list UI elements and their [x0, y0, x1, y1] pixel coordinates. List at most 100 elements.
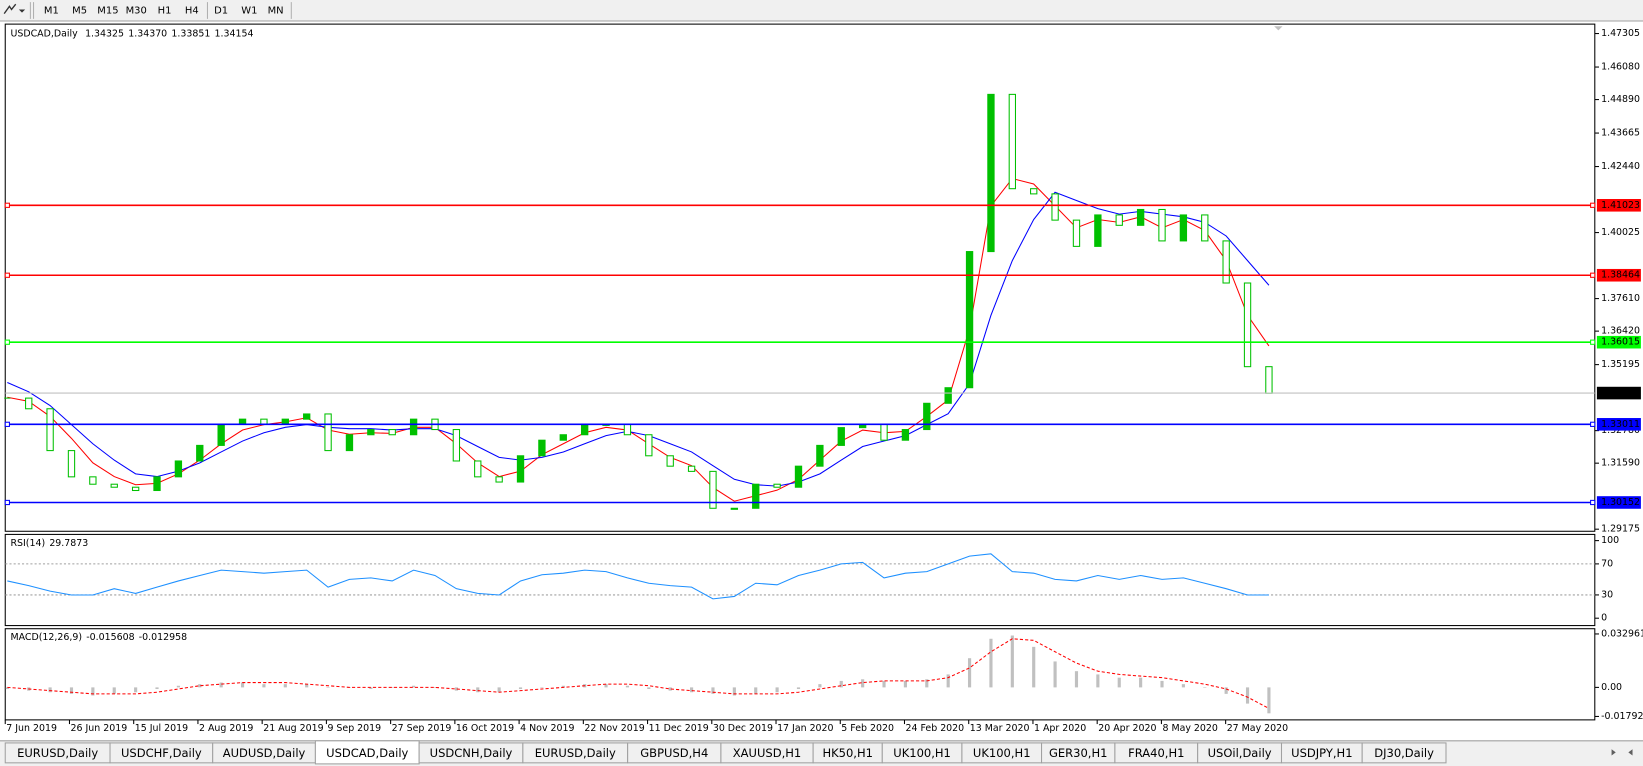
- macd-bar: [5, 687, 9, 690]
- macd-bar: [1053, 661, 1057, 688]
- candle: [110, 483, 118, 488]
- x-tick-label: 5 Feb 2020: [841, 723, 894, 734]
- level-label: 1.30152: [1601, 497, 1640, 508]
- macd-bar: [518, 687, 523, 690]
- candle: [67, 450, 76, 478]
- y-tick-label: 1.35195: [1601, 359, 1640, 370]
- y-tick-label: 0.00: [1601, 682, 1622, 693]
- candle: [46, 408, 54, 452]
- rsi-chart: 100 70 30 0: [5, 535, 1619, 624]
- level-label-bg: [1596, 199, 1641, 212]
- macd-bar: [134, 687, 138, 693]
- candle: [516, 455, 525, 483]
- macd-bar: [262, 684, 266, 688]
- candle: [1265, 366, 1273, 394]
- tab-label[interactable]: UK100,H1: [893, 746, 951, 760]
- candle: [773, 483, 781, 488]
- macd-bar: [1096, 674, 1100, 688]
- rsi-name: RSI(14): [10, 537, 45, 548]
- timeframe-button[interactable]: H4: [185, 5, 199, 16]
- candle: [174, 460, 183, 478]
- rsi-header: RSI(14) 29.7873: [10, 537, 88, 548]
- level-handle[interactable]: [1590, 272, 1596, 278]
- level-handle[interactable]: [4, 339, 10, 345]
- tab-label[interactable]: GER30,H1: [1049, 746, 1108, 760]
- level-handle[interactable]: [1590, 499, 1596, 506]
- candle: [1201, 214, 1209, 242]
- tab-label[interactable]: GBPUSD,H4: [640, 746, 708, 760]
- macd-bar: [69, 687, 74, 694]
- y-tick-label: 1.43665: [1601, 128, 1640, 139]
- tab-label[interactable]: USOil,Daily: [1208, 746, 1272, 760]
- macd-bar: [625, 685, 630, 688]
- tab-label[interactable]: USDJPY,H1: [1291, 746, 1352, 760]
- tab-label[interactable]: EURUSD,Daily: [17, 746, 98, 760]
- timeframe-button[interactable]: D1: [214, 5, 228, 16]
- y-tick-label: 0: [1601, 613, 1607, 624]
- level-handle[interactable]: [1590, 339, 1596, 345]
- timeframe-button[interactable]: MN: [268, 5, 284, 16]
- scroll-left[interactable]: [1611, 749, 1616, 756]
- level-handle[interactable]: [4, 499, 10, 506]
- tab-label[interactable]: FRA40,H1: [1128, 746, 1184, 760]
- level-label: 1.33011: [1601, 419, 1640, 430]
- macd-bar: [903, 680, 907, 688]
- tab-label[interactable]: XAUUSD,H1: [733, 746, 801, 760]
- tab-label[interactable]: USDCAD,Daily: [326, 746, 408, 760]
- draw-tool-icon[interactable]: [3, 3, 17, 15]
- tab-label[interactable]: AUDUSD,Daily: [223, 746, 306, 760]
- dropdown-arrow[interactable]: [18, 9, 26, 13]
- level-label-bg: [1596, 335, 1641, 349]
- macd-bar: [219, 682, 223, 688]
- level-handle[interactable]: [4, 202, 10, 208]
- symbol: USDCAD,Daily: [10, 28, 78, 39]
- tab-label[interactable]: USDCNH,Daily: [430, 746, 513, 760]
- timeframe-button[interactable]: M5: [72, 5, 87, 16]
- macd-bar: [1203, 687, 1207, 688]
- tab-label[interactable]: DJ30,Daily: [1374, 746, 1434, 760]
- level-label: 1.36015: [1601, 337, 1640, 348]
- level-handle[interactable]: [1590, 421, 1596, 427]
- macd-bar: [305, 684, 309, 688]
- macd-bar: [690, 687, 694, 693]
- tab-label[interactable]: EURUSD,Daily: [535, 746, 616, 760]
- level-label: 1.38464: [1601, 270, 1640, 281]
- timeframe-button[interactable]: W1: [241, 5, 257, 16]
- candle: [923, 402, 931, 431]
- y-tick-label: 1.36420: [1601, 326, 1640, 337]
- chart-header: USDCAD,Daily 1.34325 1.34370 1.33851 1.34154: [10, 28, 253, 39]
- tab[interactable]: [1361, 742, 1447, 764]
- macd-bar: [1032, 646, 1036, 688]
- level-handle[interactable]: [1590, 202, 1596, 208]
- x-tick-label: 4 Nov 2019: [520, 723, 574, 734]
- candle: [25, 397, 33, 410]
- level-label-bg: [1596, 418, 1641, 431]
- high: 1.34370: [128, 28, 167, 39]
- candle: [131, 486, 140, 492]
- timeframe-button[interactable]: M1: [44, 5, 59, 16]
- macd-name: MACD(12,26,9): [10, 632, 82, 643]
- open: 1.34325: [85, 28, 124, 39]
- tab-label[interactable]: USDCHF,Daily: [121, 746, 202, 760]
- y-tick-label: 1.37610: [1601, 293, 1640, 304]
- candle: [794, 465, 803, 488]
- candle: [367, 429, 375, 436]
- timeframe-button[interactable]: H1: [158, 5, 172, 16]
- timeframe-button[interactable]: M15: [97, 5, 118, 16]
- toolbar: [0, 0, 1643, 21]
- scroll-right[interactable]: [1628, 749, 1633, 756]
- tab-label[interactable]: HK50,H1: [822, 746, 873, 760]
- rsi-panel: [4, 533, 1596, 627]
- x-tick-label: 20 Apr 2020: [1098, 723, 1156, 734]
- level-handle[interactable]: [4, 272, 10, 278]
- macd-bar: [1139, 677, 1143, 688]
- candle: [196, 444, 204, 462]
- macd-bar: [283, 684, 287, 688]
- tab-label[interactable]: UK100,H1: [973, 746, 1031, 760]
- signal-line: [7, 638, 1270, 709]
- macd-bar: [155, 687, 159, 690]
- timeframe-button[interactable]: M30: [126, 5, 147, 16]
- level-handle[interactable]: [4, 421, 10, 427]
- macd-bar: [1074, 671, 1079, 688]
- macd-bar: [198, 684, 202, 688]
